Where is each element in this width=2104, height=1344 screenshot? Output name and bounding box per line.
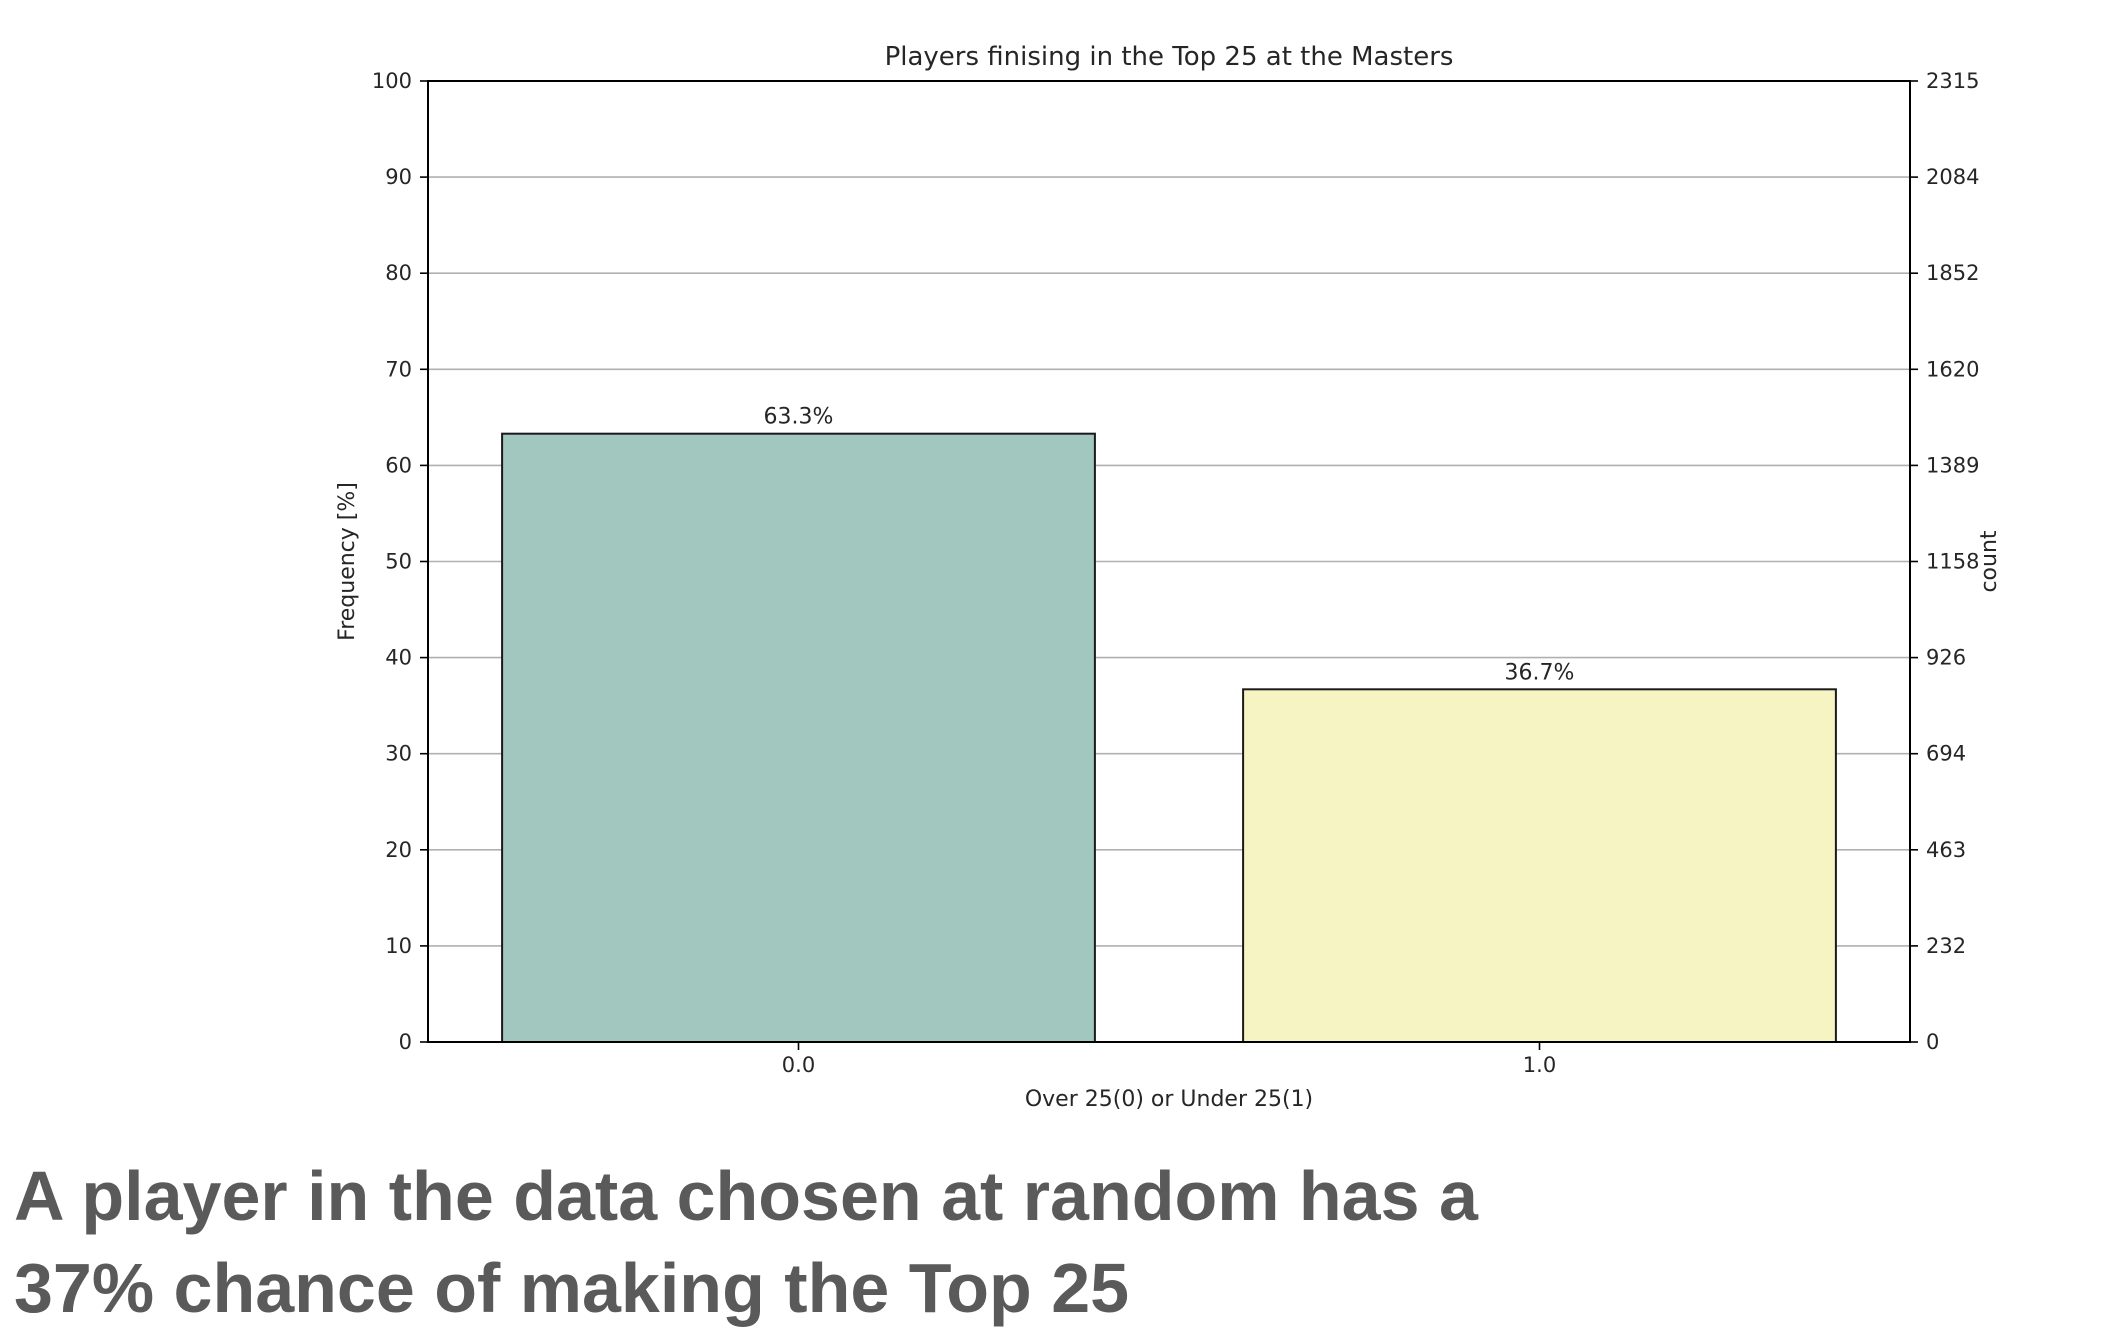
y-tick-label-left: 0	[399, 1030, 412, 1054]
y-tick-label-right: 1852	[1926, 261, 1979, 285]
caption-line-1: A player in the data chosen at random ha…	[14, 1150, 1714, 1242]
y-tick-label-right: 926	[1926, 646, 1966, 670]
bar-chart: 63.3% 36.7% 0 10 20 30 40 50 60 70 80 90 100 0 232 46…	[0, 0, 2104, 1120]
y-tick-label-left: 100	[372, 69, 412, 93]
x-tick-label: 1.0	[1523, 1053, 1556, 1077]
y-axis-left: 0 10 20 30 40 50 60 70 80 90 100	[372, 69, 428, 1054]
x-axis: 0.0 1.0	[782, 1042, 1556, 1077]
y-tick-label-left: 90	[385, 165, 412, 189]
y-tick-label-left: 40	[385, 646, 412, 670]
y-tick-label-left: 50	[385, 550, 412, 574]
y-tick-label-left: 30	[385, 742, 412, 766]
y-tick-label-right: 694	[1926, 742, 1966, 766]
caption: A player in the data chosen at random ha…	[14, 1150, 1714, 1334]
x-tick-label: 0.0	[782, 1053, 815, 1077]
chart-title: Players finising in the Top 25 at the Ma…	[885, 42, 1454, 72]
bar-value-label: 63.3%	[764, 405, 834, 430]
y-axis-label: Frequency [%]	[335, 482, 360, 641]
y-tick-label-right: 1158	[1926, 550, 1979, 574]
y-axis-right: 0 232 463 694 926 1158 1389 1620 1852 2084 2315	[1910, 69, 1979, 1054]
bars	[502, 434, 1836, 1042]
y-tick-label-right: 1620	[1926, 357, 1979, 381]
y-tick-label-right: 0	[1926, 1030, 1939, 1054]
y-tick-label-right: 2315	[1926, 69, 1979, 93]
y-tick-label-right: 232	[1926, 934, 1966, 958]
caption-line-2: 37% chance of making the Top 25	[14, 1242, 1714, 1334]
bar	[1243, 689, 1836, 1042]
y-tick-label-left: 60	[385, 453, 412, 477]
y-tick-label-left: 70	[385, 357, 412, 381]
bar-value-label: 36.7%	[1505, 660, 1575, 685]
y-tick-label-left: 80	[385, 261, 412, 285]
y-tick-label-left: 20	[385, 838, 412, 862]
y-tick-label-right: 1389	[1926, 453, 1979, 477]
y-tick-label-right: 463	[1926, 838, 1966, 862]
y-axis-label-right: count	[1977, 530, 2002, 592]
y-tick-label-left: 10	[385, 934, 412, 958]
y-tick-label-right: 2084	[1926, 165, 1979, 189]
x-axis-label: Over 25(0) or Under 25(1)	[1025, 1087, 1313, 1112]
bar	[502, 434, 1095, 1042]
